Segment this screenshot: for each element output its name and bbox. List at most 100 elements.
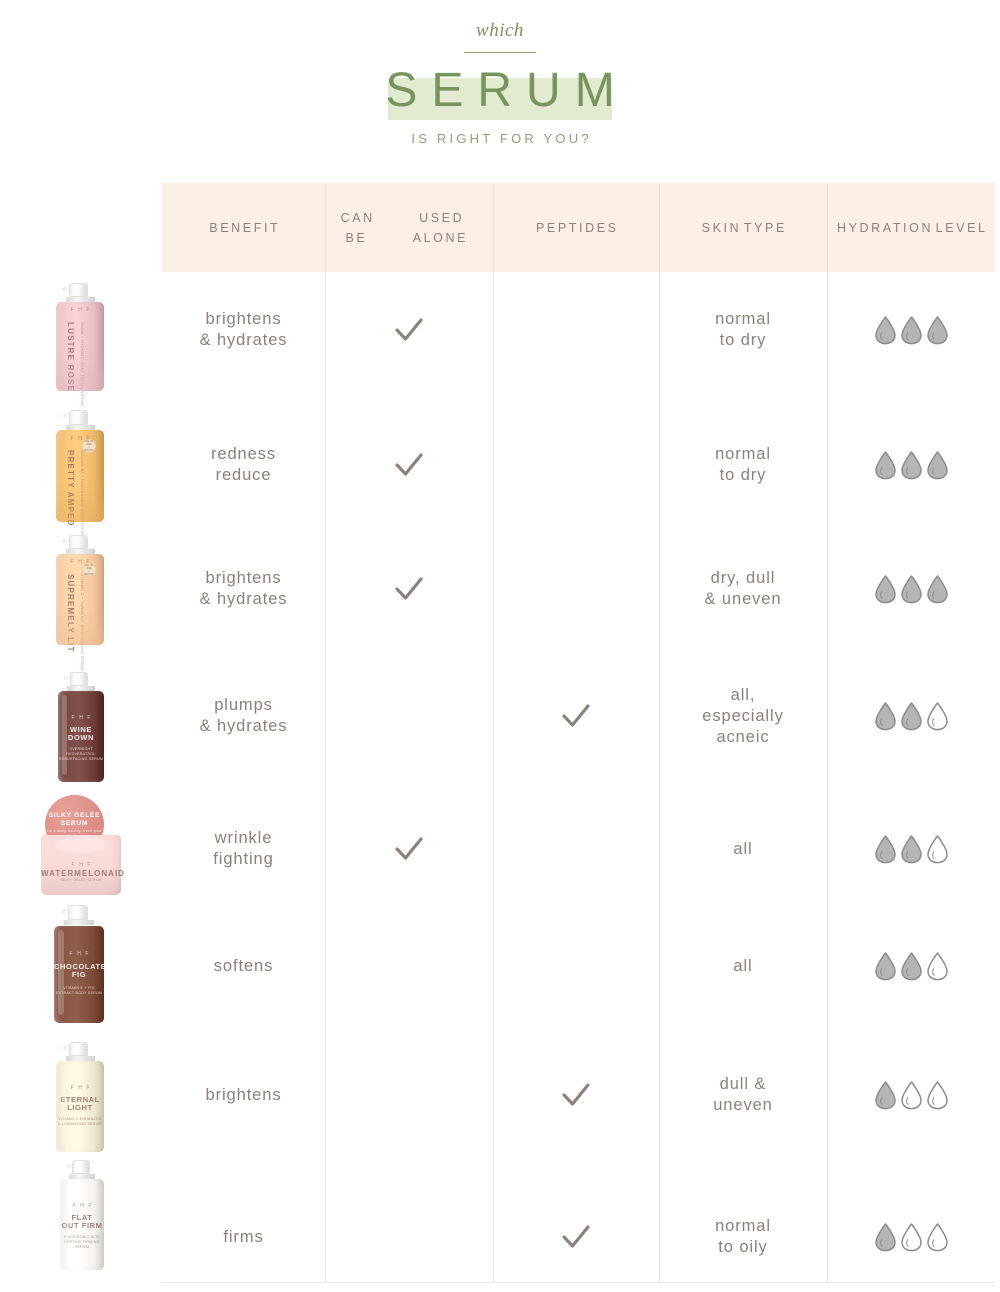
cell-line: to dry <box>719 466 767 484</box>
cell-hydration-level <box>827 285 995 375</box>
product-description: OVERNIGHT RESVERATROL RESURFACING SERUM <box>58 747 104 761</box>
hydration-level-meter <box>874 834 949 864</box>
cell-benefit: brightens & hydrates <box>162 544 325 634</box>
header-line: PEPTIDES <box>535 220 619 235</box>
jar-lid-label: SILKY GELÉE SERUM <box>48 811 101 827</box>
product-image-chocolate-fig: F H F CHOCOLATE FIG VITAMIN E + FIG EXTRACT… <box>54 905 106 1023</box>
product-name: ETERNAL LIGHT <box>60 1094 100 1113</box>
hero-subtitle: IS RIGHT FOR YOU? <box>411 131 592 146</box>
water-drop-filled-icon <box>874 451 896 480</box>
serum-liquid <box>56 353 104 391</box>
cell-can-be-used-alone <box>325 804 493 894</box>
cell-line: all <box>733 956 753 975</box>
pump-cap <box>68 905 88 920</box>
column-divider-2 <box>493 183 494 1283</box>
serum-liquid <box>56 606 104 645</box>
product-description: HYALURONIC ACID PEPTIDE FIRMING SERUM <box>63 1235 101 1249</box>
water-drop-filled-icon <box>900 451 922 480</box>
bottle-graphic: F H FSUPREMELY LITVITAMIN C + TURMERIC B… <box>56 535 104 671</box>
cell-can-be-used-alone <box>325 285 493 375</box>
cell-hydration-level <box>827 1050 995 1140</box>
water-drop-empty-icon <box>926 1081 948 1110</box>
pump-nozzle <box>62 909 72 913</box>
brand-mark: F H F <box>72 1202 94 1209</box>
water-drop-empty-icon <box>926 1223 948 1252</box>
cell-text: all, especially acneic <box>702 685 783 748</box>
water-drop-filled-icon <box>900 316 922 345</box>
product-image-flat-out-firm: F H F FLAT OUT FIRM HYALURONIC ACID PEPTIDE… <box>60 1160 104 1270</box>
jar-lid-subtext: for a dewy, bouncy, fresh glow <box>47 829 102 834</box>
cell-text: plumps & hydrates <box>200 695 288 737</box>
cell-line: especially <box>702 706 784 725</box>
water-drop-filled-icon <box>874 835 896 864</box>
cell-hydration-level <box>827 671 995 761</box>
cell-line: wrinkle <box>214 829 273 847</box>
table-bottom-rule <box>162 1282 995 1283</box>
cell-skin-type: normal to dry <box>659 285 827 375</box>
serum-liquid <box>56 483 104 522</box>
hero-highlight-band <box>388 78 612 120</box>
brand-mark: F H F <box>70 307 92 314</box>
check-icon <box>395 318 423 341</box>
brand-mark: F H F <box>71 862 93 868</box>
bottle-collar <box>66 549 95 554</box>
water-drop-empty-icon <box>926 702 948 731</box>
hydration-level-meter <box>874 1080 949 1110</box>
page-title: SERUM <box>385 64 629 117</box>
cell-line: acneic <box>716 727 770 746</box>
bottle-collar <box>66 1056 95 1061</box>
hydration-level-meter <box>874 951 949 981</box>
cell-line: firms <box>223 1227 264 1246</box>
water-drop-filled-icon <box>874 702 896 731</box>
header-line: HYDRATION <box>836 220 934 235</box>
cell-line: brightens <box>205 1085 282 1104</box>
column-divider-4 <box>827 183 828 1283</box>
bottle-collar <box>66 425 95 430</box>
cell-text: firms <box>223 1227 263 1248</box>
water-drop-filled-icon <box>900 835 922 864</box>
bottle-graphic: F H F WINE DOWN OVERNIGHT RESVERATROL RESUR… <box>58 672 104 782</box>
comparison-table: BENEFIT CAN BE USED ALONE PEPTIDES SKIN TYPE H… <box>162 183 995 1283</box>
cell-text: dry, dull & uneven <box>705 568 782 610</box>
cell-skin-type: normal to dry <box>659 420 827 510</box>
hero-divider-rule <box>464 52 536 53</box>
cell-text: normal to dry <box>715 444 771 486</box>
cell-line: reduce <box>215 466 272 484</box>
cell-line: dry, dull <box>710 569 776 587</box>
hydration-level-meter <box>874 450 949 480</box>
bottle-body: F H FLUSTRE ROSEGLOW + HYDRATE ROSE FACI… <box>56 302 104 406</box>
water-drop-filled-icon <box>874 1081 896 1110</box>
cell-hydration-level <box>827 921 995 1011</box>
header-line: BENEFIT <box>209 220 281 235</box>
cell-text: brightens & hydrates <box>200 568 288 610</box>
cell-can-be-used-alone <box>325 544 493 634</box>
cell-text: normal to oily <box>715 1216 771 1258</box>
bottle-body: F H FPRETTY AMPEDVITAMIN B3 + NIACINAMID… <box>56 430 104 546</box>
jar-cream-surface <box>55 837 107 853</box>
brand-mark: F H F <box>70 435 92 442</box>
cell-line: brightens <box>205 310 282 328</box>
check-icon <box>395 453 423 476</box>
water-drop-filled-icon <box>926 316 948 345</box>
cell-benefit: plumps & hydrates <box>162 671 325 761</box>
product-description: VITAMIN C ENHANCED ILLUMINATING SERUM <box>58 1117 102 1126</box>
cell-benefit: redness reduce <box>162 420 325 510</box>
cell-skin-type: dry, dull & uneven <box>659 544 827 634</box>
bottle-collar <box>69 1174 95 1179</box>
header-line: SKIN <box>701 220 742 235</box>
pump-nozzle <box>63 287 73 291</box>
cell-skin-type: all, especially acneic <box>659 671 827 761</box>
cell-skin-type: dull & uneven <box>659 1050 827 1140</box>
cell-benefit: brightens & hydrates <box>162 285 325 375</box>
cell-line: fighting <box>213 850 274 868</box>
bottle-graphic: F H FLUSTRE ROSEGLOW + HYDRATE ROSE FACI… <box>56 283 104 406</box>
cell-line: normal <box>715 310 771 328</box>
water-drop-filled-icon <box>926 575 948 604</box>
product-description: VITAMIN E + FIG EXTRACT BODY SERUM <box>55 986 103 995</box>
cell-skin-type: all <box>659 804 827 894</box>
cell-hydration-level <box>827 420 995 510</box>
cell-text: brightens <box>206 1085 282 1106</box>
water-drop-empty-icon <box>900 1223 922 1252</box>
cell-text: normal to dry <box>715 309 771 351</box>
cell-text: wrinkle fighting <box>213 828 273 870</box>
